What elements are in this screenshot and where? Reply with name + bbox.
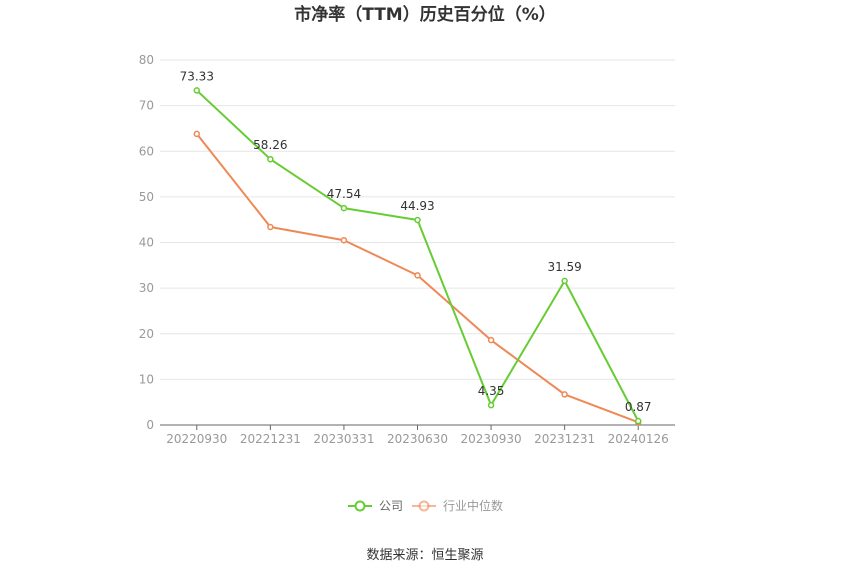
data-point-1[interactable] bbox=[487, 336, 495, 344]
data-label: 47.54 bbox=[327, 187, 361, 201]
data-label: 73.33 bbox=[180, 69, 214, 83]
x-tick-label: 20240126 bbox=[608, 432, 669, 446]
y-tick-label: 80 bbox=[139, 53, 154, 67]
legend-company-label: 公司 bbox=[379, 499, 403, 513]
data-point-1[interactable] bbox=[561, 391, 568, 398]
data-point-0[interactable] bbox=[414, 216, 421, 224]
data-point-0[interactable] bbox=[267, 155, 274, 163]
chart-title: 市净率（TTM）历史百分位（%） bbox=[294, 4, 556, 25]
x-tick-label: 20230630 bbox=[387, 432, 448, 446]
y-tick-label: 40 bbox=[139, 236, 154, 250]
legend-industry-marker-icon bbox=[418, 500, 430, 512]
data-label: 4.35 bbox=[478, 384, 505, 398]
data-label: 44.93 bbox=[400, 199, 434, 213]
y-tick-label: 20 bbox=[139, 327, 154, 341]
data-point-1[interactable] bbox=[340, 236, 348, 244]
legend: 公司 行业中位数 bbox=[348, 498, 503, 513]
source-note: 数据来源：恒生聚源 bbox=[366, 548, 483, 563]
legend-company-marker-icon bbox=[354, 500, 366, 512]
legend-item-company[interactable]: 公司 bbox=[348, 499, 403, 513]
legend-item-industry-median[interactable]: 行业中位数 bbox=[412, 498, 503, 513]
x-tick-label: 20231231 bbox=[534, 432, 595, 446]
y-tick-label: 0 bbox=[146, 418, 154, 432]
x-tick-label: 20230331 bbox=[313, 432, 374, 446]
data-point-1[interactable] bbox=[414, 272, 421, 279]
x-tick-label: 20220930 bbox=[166, 432, 227, 446]
data-point-0[interactable] bbox=[193, 87, 201, 94]
data-point-0[interactable] bbox=[487, 401, 495, 409]
y-tick-label: 70 bbox=[139, 99, 154, 113]
data-point-0[interactable] bbox=[561, 277, 568, 285]
y-tick-label: 50 bbox=[139, 190, 154, 204]
data-label: 0.87 bbox=[625, 400, 652, 414]
data-point-0[interactable] bbox=[634, 417, 642, 425]
data-labels: 73.33 58.26 47.54 44.93 4.35 31.59 0.87 bbox=[180, 69, 652, 414]
data-point-0[interactable] bbox=[340, 204, 348, 212]
y-axis: 0 10 20 30 40 50 60 70 80 bbox=[139, 53, 154, 432]
data-point-1[interactable] bbox=[267, 223, 274, 231]
x-axis: 20220930 20221231 20230331 20230630 20230930… bbox=[160, 424, 675, 446]
x-tick-label: 20230930 bbox=[461, 432, 522, 446]
x-tick-label: 20221231 bbox=[240, 432, 301, 446]
data-label: 58.26 bbox=[253, 138, 287, 152]
y-tick-label: 60 bbox=[139, 144, 154, 158]
data-point-1[interactable] bbox=[193, 130, 201, 138]
legend-industry-label: 行业中位数 bbox=[443, 498, 503, 513]
y-tick-label: 10 bbox=[139, 372, 154, 386]
y-tick-label: 30 bbox=[139, 281, 154, 295]
series-layer bbox=[193, 87, 642, 426]
data-label: 31.59 bbox=[547, 260, 581, 274]
